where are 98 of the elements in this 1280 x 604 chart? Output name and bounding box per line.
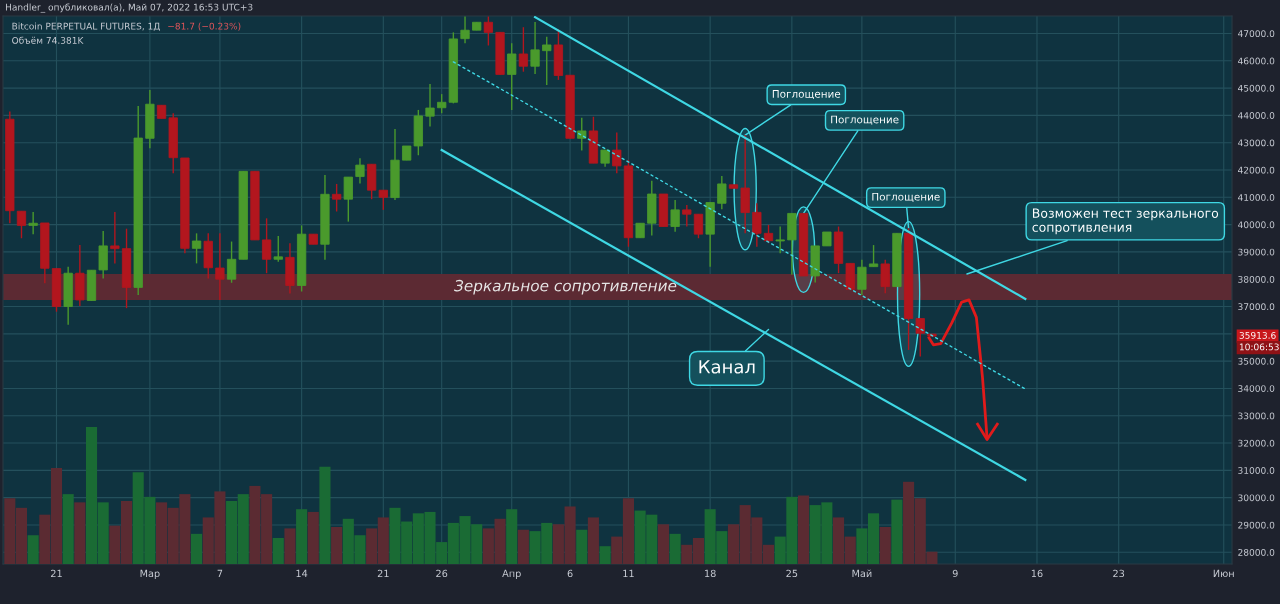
candlestick <box>752 202 762 248</box>
y-tick-label: 41000.0 <box>1238 194 1275 201</box>
text: Handler_ опубликовал(а), Май 07, 2022 16:53 UTC+3 <box>6 3 253 13</box>
annotation: Поглощение <box>772 90 841 100</box>
annotation: Канал <box>699 360 755 374</box>
candlestick <box>542 36 552 86</box>
bar <box>587 517 599 564</box>
y-tick-label: 38000.0 <box>1238 275 1275 283</box>
bar <box>307 511 319 564</box>
candlestick <box>483 16 493 47</box>
bar <box>331 527 343 564</box>
x-tick-label: 9 <box>952 569 958 578</box>
band-label: Зеркальное сопротивление <box>454 279 677 295</box>
candlestick <box>682 204 692 228</box>
bar <box>62 494 74 564</box>
candlestick <box>693 213 704 239</box>
bar <box>576 529 588 564</box>
x-tick-label: Июн <box>1213 569 1234 578</box>
text: 35913.6 <box>1239 331 1276 339</box>
annotation: Поглощение <box>831 115 899 125</box>
bar <box>272 537 284 564</box>
bar <box>879 527 891 564</box>
candlestick <box>460 16 470 44</box>
y-tick-label: 43000.0 <box>1238 139 1275 147</box>
x-tick-label: 11 <box>623 569 634 577</box>
candlestick <box>16 210 27 239</box>
annotation: Поглощение <box>872 192 940 202</box>
candlestick <box>857 259 867 296</box>
x-tick-label: 21 <box>377 569 389 577</box>
candlestick <box>355 157 365 185</box>
candlestick <box>261 217 272 274</box>
bar <box>657 524 669 564</box>
text: −81.7 (−0.23%) <box>168 22 241 31</box>
x-tick-label: Апр <box>502 569 521 579</box>
candlestick <box>915 317 925 358</box>
candlestick <box>215 232 225 301</box>
candlestick <box>110 211 120 265</box>
y-tick-label: 31000.0 <box>1238 467 1275 474</box>
x-tick-label: 25 <box>786 569 798 578</box>
y-tick-label: 42000.0 <box>1238 166 1275 174</box>
candlestick <box>425 83 435 128</box>
candlestick <box>332 183 342 213</box>
x-tick-label: Мар <box>140 569 160 579</box>
bar <box>891 499 903 564</box>
y-tick-label: 34000.0 <box>1238 385 1275 392</box>
x-tick-label: 16 <box>1031 569 1043 578</box>
y-tick-label: 45000.0 <box>1238 84 1275 92</box>
y-tick-label: 29000.0 <box>1238 521 1275 529</box>
bar <box>319 466 331 564</box>
y-tick-label: 46000.0 <box>1238 57 1275 65</box>
x-tick-label: 23 <box>1113 569 1125 578</box>
y-tick-label: 39000.0 <box>1238 248 1275 256</box>
candlestick <box>868 244 879 268</box>
x-tick-label: Май <box>852 569 872 578</box>
candlestick <box>717 175 727 211</box>
y-tick-label: 33000.0 <box>1238 412 1275 420</box>
x-tick-label: 6 <box>567 569 573 578</box>
y-tick-label: 40000.0 <box>1238 221 1275 229</box>
y-tick-label: 47000.0 <box>1238 30 1275 38</box>
candlestick <box>226 240 237 284</box>
candlestick <box>670 199 680 233</box>
candlestick <box>880 259 890 294</box>
bar <box>296 509 308 564</box>
text: 10:06:53 <box>1239 343 1279 351</box>
bar <box>669 533 681 564</box>
bar <box>599 546 611 564</box>
candlestick <box>507 42 517 111</box>
bar <box>797 495 810 564</box>
candlestick <box>273 235 283 263</box>
candlestick <box>518 26 529 73</box>
x-tick-label: 26 <box>436 569 448 578</box>
x-tick-label: 14 <box>296 569 308 577</box>
candlestick <box>530 21 540 75</box>
bar <box>191 533 203 564</box>
annotation: Объём 74.381K <box>12 36 84 44</box>
candlestick <box>343 176 353 223</box>
y-tick-label: 44000.0 <box>1238 112 1275 119</box>
candlestick <box>191 232 202 265</box>
y-tick-label: 35000.0 <box>1238 357 1275 365</box>
y-tick-label: 37000.0 <box>1238 303 1275 311</box>
bar <box>74 502 86 564</box>
candlestick <box>437 93 447 114</box>
bar <box>517 529 529 564</box>
candlestick <box>612 131 622 174</box>
y-tick-label: 30000.0 <box>1238 494 1275 502</box>
candlestick <box>28 211 38 235</box>
bar <box>27 535 39 564</box>
annotation: Возможен тест зеркального сопротивления <box>1032 208 1219 235</box>
x-tick-label: 7 <box>217 569 223 577</box>
candlestick <box>577 117 587 152</box>
x-tick-label: 21 <box>51 569 62 577</box>
y-tick-label: 28000.0 <box>1238 548 1275 556</box>
bar <box>284 528 296 564</box>
bar <box>506 509 518 564</box>
y-tick-label: 32000.0 <box>1238 439 1275 447</box>
text: Bitcoin PERPETUAL FUTURES, 1Д <box>12 22 160 31</box>
x-tick-label: 18 <box>705 569 716 578</box>
candlestick <box>775 225 785 254</box>
